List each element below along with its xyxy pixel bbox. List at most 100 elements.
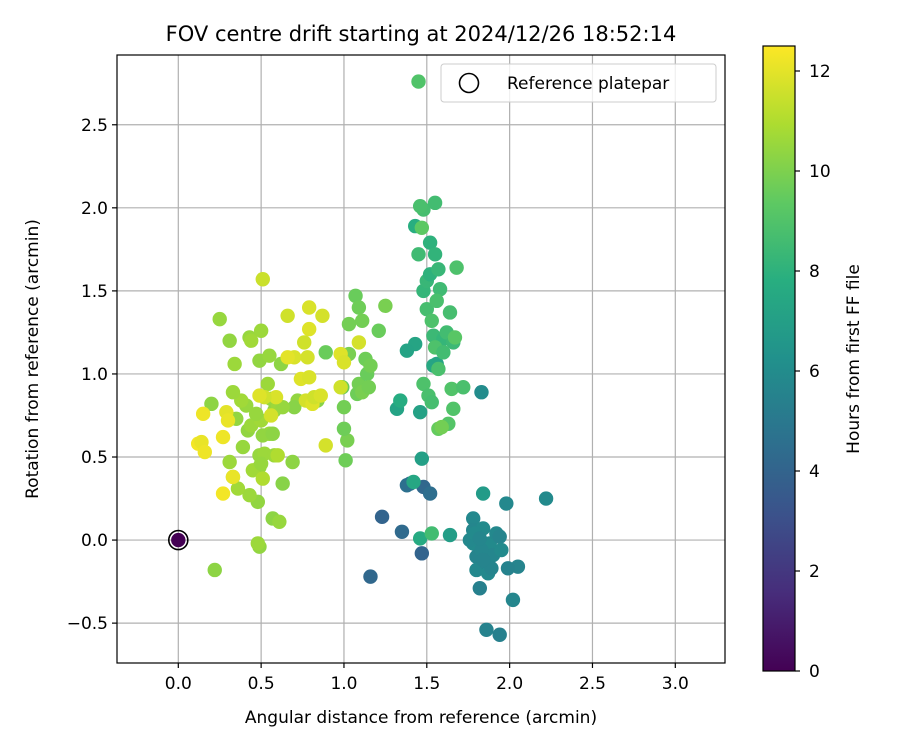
x-axis-ticks: 0.0 0.5 1.0 1.5 2.0 2.5 3.0 [165,663,689,694]
data-point [393,393,408,408]
data-point [505,592,521,608]
data-point [479,622,494,637]
data-point [412,404,428,420]
y-tick-label: 0.0 [81,531,108,551]
data-point [414,546,430,561]
data-point [424,394,439,410]
data-point [242,488,257,503]
data-point [340,433,355,448]
data-point [248,406,264,422]
colorbar-tick-label: 0 [809,662,820,682]
data-point [449,260,464,275]
data-point [253,456,269,471]
x-axis-label: Angular distance from reference (arcmin) [245,708,597,728]
colorbar-ticks: 0 2 4 6 8 10 12 [795,62,831,682]
data-point [424,526,439,541]
data-point [447,330,463,345]
colorbar-tick-label: 2 [809,562,820,582]
data-point [280,350,295,365]
data-point [235,439,251,455]
data-point [424,313,439,328]
chart-title: FOV centre drift starting at 2024/12/26 … [166,22,677,46]
x-tick-label: 1.5 [413,674,440,694]
x-tick-label: 0.5 [248,674,275,694]
data-point [442,305,458,320]
y-tick-label: 1.5 [81,282,108,302]
data-point [419,301,434,317]
data-point [280,308,295,324]
data-point [268,390,284,405]
data-point [427,195,443,211]
data-point [301,321,317,337]
data-point [351,300,367,315]
y-axis-ticks: −0.5 0.0 0.5 1.0 1.5 2.0 2.5 [67,116,117,634]
data-point [255,272,270,287]
data-point [338,453,353,468]
data-point [336,399,352,415]
x-tick-label: 0.0 [165,674,192,694]
data-point [272,514,287,529]
data-point [318,345,333,360]
data-point [315,308,330,324]
colorbar-tick-label: 8 [809,262,820,282]
data-point [243,333,259,348]
data-point [427,247,443,262]
legend: Reference platepar [440,63,717,103]
legend-marker-icon [458,72,480,94]
data-point [351,335,367,350]
data-point [442,527,458,543]
data-point [399,343,415,358]
data-point [378,298,393,314]
x-tick-label: 2.0 [496,674,523,694]
data-point [222,333,237,348]
data-point [500,561,516,576]
data-point [394,524,410,539]
data-point [285,454,300,470]
data-point [313,388,328,403]
y-tick-label: 0.5 [81,448,108,468]
data-point [456,380,471,395]
data-point [222,454,237,470]
data-point [436,345,451,360]
data-point [494,542,509,558]
data-point [538,491,554,506]
data-point [429,293,444,309]
data-point [275,476,290,491]
data-point [336,421,352,436]
data-point [416,376,431,392]
data-point [472,581,488,596]
x-tick-label: 2.5 [579,674,606,694]
data-point [422,235,438,250]
legend-label: Reference platepar [507,74,669,94]
data-point [414,220,430,235]
data-point [336,355,352,370]
data-point [371,323,386,338]
data-point [411,247,426,262]
data-point [492,529,507,544]
data-point [225,385,241,400]
data-point [260,376,275,392]
data-point [431,361,446,377]
data-point [434,419,449,435]
y-tick-label: −0.5 [67,614,108,634]
data-point [252,388,267,403]
colorbar-tick-label: 6 [809,362,820,382]
data-point [262,348,277,363]
y-tick-label: 2.5 [81,116,108,136]
data-point [318,438,333,453]
data-point [215,429,231,445]
y-axis-label: Rotation from reference (arcmin) [23,219,43,499]
data-point [225,469,241,485]
colorbar-gradient [762,45,796,672]
data-point [270,448,285,463]
data-point [227,356,242,372]
data-point [412,531,428,546]
data-point [297,335,312,350]
data-point [475,486,491,501]
data-point [253,323,269,338]
data-point [215,486,231,501]
data-point [195,406,211,422]
data-point [354,313,370,328]
data-point [363,358,378,373]
data-point [212,311,227,327]
